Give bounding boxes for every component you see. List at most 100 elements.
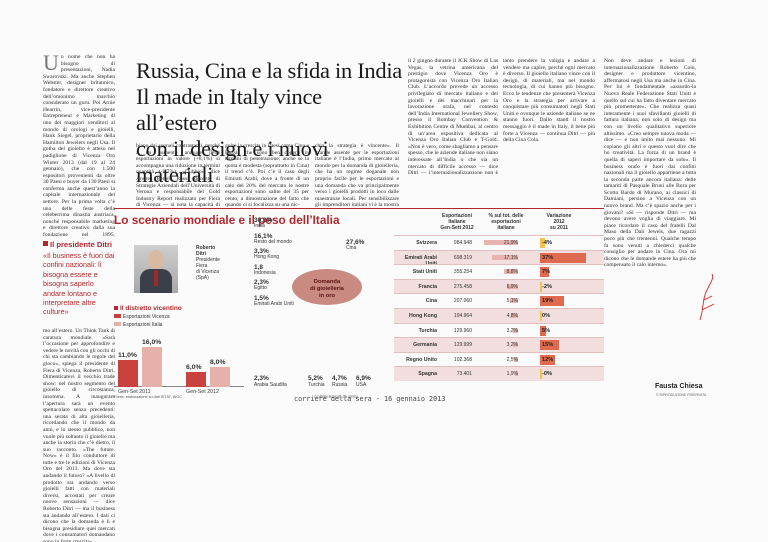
destination-item: 1,8 Indonesia [254, 263, 276, 276]
table-row: Stati Uniti 355.254 8,8% 7% [394, 264, 604, 279]
share-bar [507, 283, 518, 289]
variation-bar [540, 354, 555, 365]
article-column-f: Non deve andare e lezioni di internazion… [604, 58, 696, 269]
variation-label: -0% [542, 371, 552, 378]
district-title: Il distretto vicentino [114, 305, 244, 312]
variation-label: -2% [542, 283, 552, 290]
table-cell-share: 3,2% [506, 342, 518, 349]
variation-label: 12% [542, 356, 554, 363]
person-role-1: Presidente [196, 257, 220, 263]
share-bar [484, 240, 518, 245]
table-cell-country: Stati Uniti [412, 269, 437, 276]
share-bar [515, 371, 518, 377]
headline-line-3: con il design e i nuovi materiali [136, 136, 329, 187]
pull-quote-title: Il presidente Ditri [43, 240, 117, 249]
share-bar [504, 269, 518, 275]
article-column-d: il 2 giugno durante il JCK Show di Las V… [408, 58, 498, 174]
table-cell-country: Regno Unito [406, 356, 437, 363]
destination-item: 30,3% India [254, 217, 273, 229]
destination-list-right: 27,6% Cina [346, 239, 386, 255]
table-source-note: CORRIERE DELLA SERA [314, 395, 359, 399]
bar-data-label: 6,0% [186, 364, 202, 371]
table-cell-country: Cina [425, 298, 437, 305]
table-row: Germania 129.999 3,2% 15% [394, 337, 604, 352]
destination-item: 4,7% Russia [332, 375, 348, 388]
share-bar [491, 254, 518, 260]
variation-label: 37% [542, 254, 554, 261]
article-column-1-bottom: mo all’estero. Un Think Tank di caratura… [43, 328, 115, 542]
gold-demand-bubble: Domanda di gioielleria in oro [292, 269, 362, 305]
person-name-1: Roberto [196, 245, 216, 251]
article-column-b: guire la crescita in Paesi come Cina e R… [225, 143, 309, 209]
variation-bar [540, 281, 543, 292]
bar-data-label: 16,0% [142, 339, 162, 346]
variation-bar [540, 296, 564, 307]
chart-axis [114, 386, 244, 387]
table-cell-export: 275.458 [453, 283, 472, 290]
source-note: Fonte: elaborazione su dati ISTAT, WGC [114, 395, 183, 399]
bar-data-label: 8,0% [210, 359, 226, 366]
variation-label: 19% [542, 298, 554, 305]
article-column-e: tanto prendere la valigia e andare a ven… [503, 58, 595, 144]
square-bullet-icon [114, 306, 118, 310]
export-table: Esportazioni Italiane Gen-Sett 2012 % su… [394, 211, 604, 381]
variation-bar [540, 325, 547, 336]
variation-bar [540, 238, 545, 248]
period-label-2011: Gen-Set 2011 [118, 389, 151, 395]
headline-line-1: Russia, Cina e la sfida in India [136, 58, 402, 83]
destination-item: 5,2% Turchia [308, 375, 325, 388]
table-cell-country: Germania [413, 342, 437, 349]
copyright-note: © RIPRODUZIONE RISERVATA [656, 393, 707, 397]
legend-swatch [114, 314, 121, 318]
period-label-2012: Gen-Set 2012 [186, 389, 219, 395]
table-cell-export: 102.368 [453, 356, 472, 363]
infographic: Lo scenario mondiale e il peso dell’Ital… [114, 208, 604, 400]
share-bar [510, 298, 518, 304]
infographic-title: Lo scenario mondiale e il peso dell’Ital… [114, 213, 340, 227]
square-bullet-icon [43, 241, 48, 246]
table-header: Esportazioni Italiane Gen-Sett 2012 % su… [394, 211, 604, 235]
destination-item: 2,3% Arabia Saudita [254, 375, 287, 388]
table-row: Hong Kong 194.964 4,8% 0% [394, 307, 604, 323]
table-cell-share: 1,9% [506, 371, 518, 378]
variation-bar [540, 252, 586, 263]
table-row: Francia 275.458 6,9% -2% [394, 278, 604, 294]
table-cell-share: 8,8% [506, 269, 518, 276]
article-column-c: chia la strategia è vincente». Il grande… [315, 143, 399, 209]
table-row: Spagna 73.401 1,9% -0% [394, 366, 604, 381]
table-cell-export: 984.948 [453, 240, 472, 246]
table-cell-share: 5,1% [506, 298, 518, 305]
export-bar-chart: 11,0% 16,0% 6,0% 8,0% [114, 327, 244, 387]
table-cell-share: 3,2% [506, 327, 518, 334]
handwritten-mark-icon [699, 273, 715, 321]
table-cell-export: 129.960 [453, 327, 472, 334]
portrait-photo [134, 245, 178, 293]
variation-label: -4% [542, 240, 552, 246]
article-column-1: U n nome che non ha bisogno di presentaz… [43, 54, 115, 236]
bar-italia-0 [142, 347, 162, 387]
share-bar [513, 342, 518, 348]
table-cell-export: 129.999 [453, 342, 472, 349]
table-cell-export: 194.964 [453, 312, 472, 319]
table-cell-share: 21,9% [503, 240, 518, 246]
pull-quote: Il presidente Ditri «Il business è fuori… [43, 240, 117, 324]
destination-list: 30,3% India 16,1% Resto del mondo 3,3% Hong… [254, 217, 314, 311]
person-caption: Roberto Ditri Presidente Fiera di Vicenz… [196, 245, 238, 281]
author-signature: Fausta Chiesa [655, 383, 703, 390]
table-cell-country: Emirati Arabi Uniti [404, 254, 437, 267]
table-row: Cina 207.060 5,1% 19% [394, 293, 604, 308]
variation-label: 5% [542, 327, 551, 334]
portrait-tie [154, 270, 158, 286]
bar-vicenza-0 [118, 359, 138, 387]
header-export: Esportazioni Italiane Gen-Sett 2012 [440, 213, 474, 231]
variation-label: 15% [542, 342, 554, 349]
person-name-2: Ditri [196, 251, 206, 257]
legend-vicenza: Esportazioni Vicenza [114, 314, 244, 320]
destination-item: 6,9% USA [356, 375, 371, 388]
table-cell-export: 207.060 [453, 298, 472, 305]
table-cell-country: Spagna [418, 371, 437, 378]
share-bar [513, 327, 518, 333]
variation-bar [540, 340, 559, 351]
article-column-a: biano dai segnali contrastanti, perché a… [136, 143, 220, 209]
destination-item: 3,3% Hong Kong [254, 248, 280, 261]
